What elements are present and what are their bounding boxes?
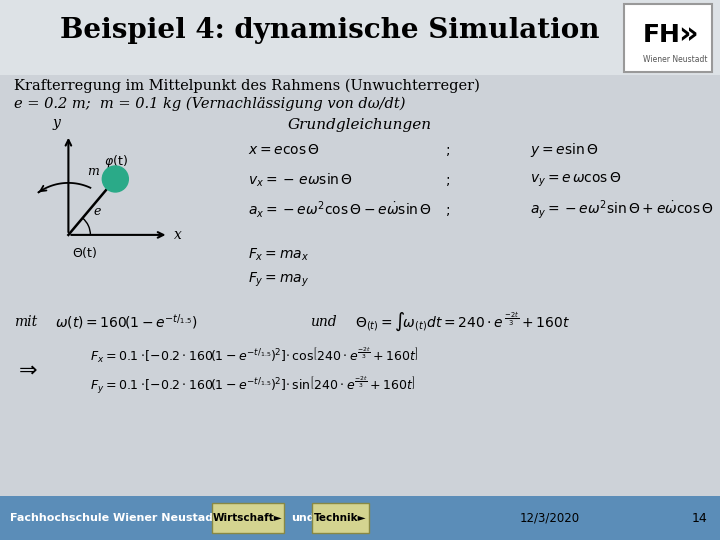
Text: Wiener Neustadt: Wiener Neustadt [643,56,708,64]
Text: $\Rightarrow$: $\Rightarrow$ [14,360,38,380]
Text: 12/3/2020: 12/3/2020 [520,511,580,524]
Text: e: e [94,205,101,218]
Text: Fachhochschule Wiener Neustadt für: Fachhochschule Wiener Neustadt für [10,513,240,523]
Text: Grundgleichungen: Grundgleichungen [288,118,432,132]
Text: $x = e\cos\Theta$: $x = e\cos\Theta$ [248,143,320,157]
Text: $v_x = -\,e\omega\sin\Theta$: $v_x = -\,e\omega\sin\Theta$ [248,171,353,188]
Text: Technik►: Technik► [314,513,366,523]
Text: ;: ; [446,203,450,217]
Text: $\Theta_{(t)} = \int\!\omega_{(t)}dt = 240\cdot e^{\,\frac{-2t}{3}} + 160t$: $\Theta_{(t)} = \int\!\omega_{(t)}dt = 2… [355,310,570,334]
Text: e = 0.2 m;  m = 0.1 kg (Vernachlässigung von dω/dt): e = 0.2 m; m = 0.1 kg (Vernachlässigung … [14,97,405,111]
Bar [0,0,720,75]
FancyBboxPatch shape [624,4,712,72]
Text: $F_y = ma_y$: $F_y = ma_y$ [248,271,309,289]
FancyBboxPatch shape [312,503,369,533]
Text: x: x [174,228,182,242]
Text: »: » [678,21,698,50]
Text: ;: ; [446,143,450,157]
Text: $\varphi$(t): $\varphi$(t) [104,153,128,170]
Text: FH: FH [643,23,681,47]
Text: $F_x = 0.1 \cdot \!\left[-0.2 \cdot 160\!\left(1 - e^{-t/_{1.5}}\right)^{\!2}\ri: $F_x = 0.1 \cdot \!\left[-0.2 \cdot 160\… [90,346,418,365]
Text: $a_y = -e\omega^2\sin\Theta + e\dot{\omega}\cos\Theta$: $a_y = -e\omega^2\sin\Theta + e\dot{\ome… [530,199,714,221]
Text: $a_x = -e\omega^2\cos\Theta - e\dot{\omega}\sin\Theta$: $a_x = -e\omega^2\cos\Theta - e\dot{\ome… [248,200,432,220]
Text: ;: ; [446,173,450,187]
Text: $v_y = e\,\omega\cos\Theta$: $v_y = e\,\omega\cos\Theta$ [530,171,621,189]
Bar [0,496,720,540]
Text: Beispiel 4: dynamische Simulation: Beispiel 4: dynamische Simulation [60,17,600,44]
FancyBboxPatch shape [212,503,284,533]
Text: Krafterregung im Mittelpunkt des Rahmens (Unwuchterreger): Krafterregung im Mittelpunkt des Rahmens… [14,79,480,93]
Text: Wirtschaft►: Wirtschaft► [213,513,283,523]
Text: $F_x = ma_x$: $F_x = ma_x$ [248,247,309,263]
Text: 14: 14 [692,511,708,524]
Text: und: und [291,513,315,523]
Text: $\Theta$(t): $\Theta$(t) [73,245,98,260]
Text: $y = e\sin\Theta$: $y = e\sin\Theta$ [530,141,598,159]
Text: und: und [310,315,337,329]
Text: y: y [53,116,60,130]
Circle shape [102,166,128,192]
Text: mit: mit [14,315,37,329]
Text: $F_y = 0.1 \cdot \!\left[-0.2 \cdot 160\!\left(1 - e^{-t/_{1.5}}\right)^{\!2}\ri: $F_y = 0.1 \cdot \!\left[-0.2 \cdot 160\… [90,374,415,396]
Text: $\omega(t) = 160\!\left(1 - e^{-t/_{1.5}}\right)$: $\omega(t) = 160\!\left(1 - e^{-t/_{1.5}… [55,312,197,332]
Text: m: m [87,165,99,178]
